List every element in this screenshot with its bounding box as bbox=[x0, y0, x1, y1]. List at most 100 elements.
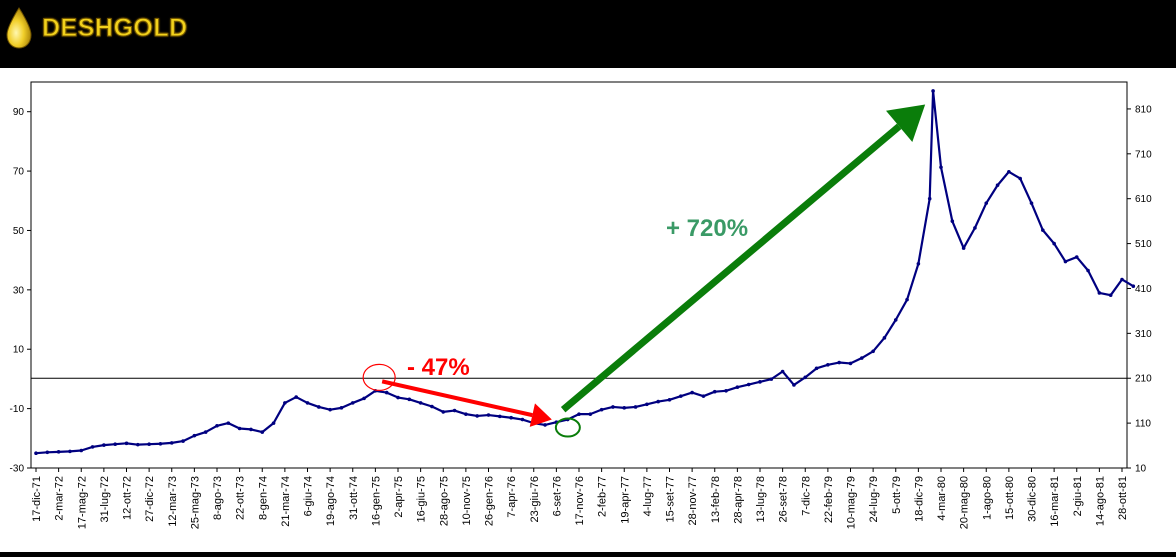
data-point bbox=[45, 450, 50, 455]
data-point bbox=[520, 417, 525, 422]
data-point bbox=[203, 430, 208, 434]
brand-logo: DESHGOLD bbox=[42, 14, 188, 43]
data-point bbox=[283, 401, 287, 405]
data-point bbox=[147, 442, 151, 447]
data-point bbox=[984, 201, 989, 205]
data-point bbox=[407, 397, 412, 402]
data-point bbox=[712, 389, 717, 394]
decline-arrow-shaft bbox=[381, 379, 533, 418]
data-point bbox=[690, 390, 694, 395]
data-point bbox=[950, 219, 955, 223]
data-point bbox=[780, 369, 785, 374]
data-point bbox=[769, 377, 774, 381]
x-axis-tick-label: 8-ago-73 bbox=[212, 476, 224, 520]
data-point bbox=[350, 401, 355, 405]
x-axis-tick-label: 16-gen-75 bbox=[370, 476, 382, 526]
data-point bbox=[860, 356, 864, 360]
data-point bbox=[931, 89, 935, 93]
plot-area bbox=[30, 81, 1128, 469]
data-point bbox=[1029, 201, 1034, 205]
x-axis-tick-label: 31-lug-72 bbox=[99, 476, 111, 522]
x-axis-tick-label: 12-ott-72 bbox=[122, 476, 134, 520]
x-axis-tick-label: 15-ott-80 bbox=[1004, 476, 1016, 520]
right-axis-tick-label: 810 bbox=[1135, 104, 1152, 115]
data-point bbox=[543, 423, 547, 427]
x-axis-tick-label: 1-ago-80 bbox=[981, 476, 993, 520]
data-point bbox=[498, 414, 502, 419]
right-axis-tick-label: 510 bbox=[1135, 239, 1152, 250]
x-axis-tick-label: 12-mar-73 bbox=[167, 476, 179, 527]
left-axis-tick-label: 10 bbox=[13, 345, 25, 356]
x-axis-tick-label: 13-feb-78 bbox=[710, 476, 722, 523]
rise-percent-label: + 720% bbox=[666, 215, 748, 242]
data-point bbox=[79, 448, 84, 453]
x-axis-tick-label: 10-nov-75 bbox=[461, 476, 473, 526]
data-point bbox=[927, 196, 932, 201]
data-point bbox=[724, 389, 728, 393]
x-axis-tick-label: 30-dic-80 bbox=[1027, 476, 1039, 522]
data-point bbox=[396, 395, 400, 400]
left-axis-tick-label: 90 bbox=[13, 107, 25, 118]
x-axis-tick-label: 19-apr-77 bbox=[619, 476, 631, 524]
data-point bbox=[339, 406, 344, 410]
data-point bbox=[237, 426, 242, 431]
data-point bbox=[1018, 176, 1022, 181]
x-axis-tick-label: 2-mar-72 bbox=[54, 476, 66, 521]
data-point bbox=[113, 442, 117, 447]
data-point bbox=[475, 414, 479, 418]
data-point bbox=[1086, 268, 1090, 273]
data-point bbox=[294, 395, 298, 399]
data-point bbox=[758, 380, 762, 384]
header-bar: DESHGOLD bbox=[0, 0, 1176, 68]
data-point bbox=[667, 397, 672, 402]
x-axis-tick-label: 27-dic-72 bbox=[144, 476, 156, 522]
x-axis-tick-label: 17-mag-72 bbox=[76, 476, 88, 529]
rise-arrow-shaft bbox=[560, 123, 902, 413]
data-point bbox=[136, 442, 140, 447]
peak-highlight-circle bbox=[362, 363, 396, 391]
x-axis-tick-label: 10-mag-79 bbox=[846, 476, 858, 529]
data-point bbox=[656, 399, 660, 404]
x-axis-tick-label: 22-feb-79 bbox=[823, 476, 835, 523]
data-point bbox=[1097, 291, 1102, 295]
decline-percent-label: - 47% bbox=[407, 354, 470, 381]
data-point bbox=[509, 415, 513, 420]
right-axis-tick-label: 410 bbox=[1135, 284, 1152, 295]
x-axis-tick-label: 13-lug-78 bbox=[755, 476, 767, 522]
data-point bbox=[588, 412, 593, 416]
x-axis-tick-label: 18-dic-79 bbox=[913, 476, 925, 522]
data-point bbox=[679, 394, 683, 398]
data-point bbox=[102, 443, 106, 447]
data-point bbox=[486, 413, 491, 417]
trough-highlight-circle bbox=[554, 417, 581, 438]
x-axis-tick-label: 31-ott-74 bbox=[348, 476, 360, 520]
data-point bbox=[1108, 293, 1113, 297]
data-point bbox=[611, 405, 615, 409]
data-point bbox=[893, 318, 898, 322]
data-point bbox=[1052, 241, 1056, 246]
x-axis-tick-label: 4-mar-80 bbox=[936, 476, 948, 521]
x-axis-tick-label: 28-ott-81 bbox=[1117, 476, 1129, 520]
data-point bbox=[430, 404, 434, 409]
data-point bbox=[260, 430, 265, 434]
data-point bbox=[701, 394, 706, 398]
data-point bbox=[158, 441, 163, 446]
x-axis-tick-label: 16-mar-81 bbox=[1049, 476, 1061, 527]
x-axis-tick-label: 4-lug-77 bbox=[642, 476, 654, 516]
right-axis-tick-label: 710 bbox=[1135, 149, 1152, 160]
x-axis-tick-label: 26-gen-76 bbox=[484, 476, 496, 526]
data-point bbox=[56, 450, 61, 454]
data-point bbox=[362, 396, 366, 401]
data-point bbox=[305, 401, 310, 405]
data-point bbox=[226, 421, 231, 425]
x-axis-tick-label: 25-mag-73 bbox=[189, 476, 201, 529]
x-axis-tick-label: 22-ott-73 bbox=[235, 476, 247, 520]
data-point bbox=[995, 183, 1000, 188]
data-point bbox=[622, 406, 627, 410]
data-point bbox=[441, 410, 446, 414]
x-axis-tick-label: 2-feb-77 bbox=[597, 476, 609, 517]
data-point bbox=[169, 441, 174, 445]
data-point bbox=[633, 405, 638, 409]
data-point bbox=[577, 412, 581, 416]
